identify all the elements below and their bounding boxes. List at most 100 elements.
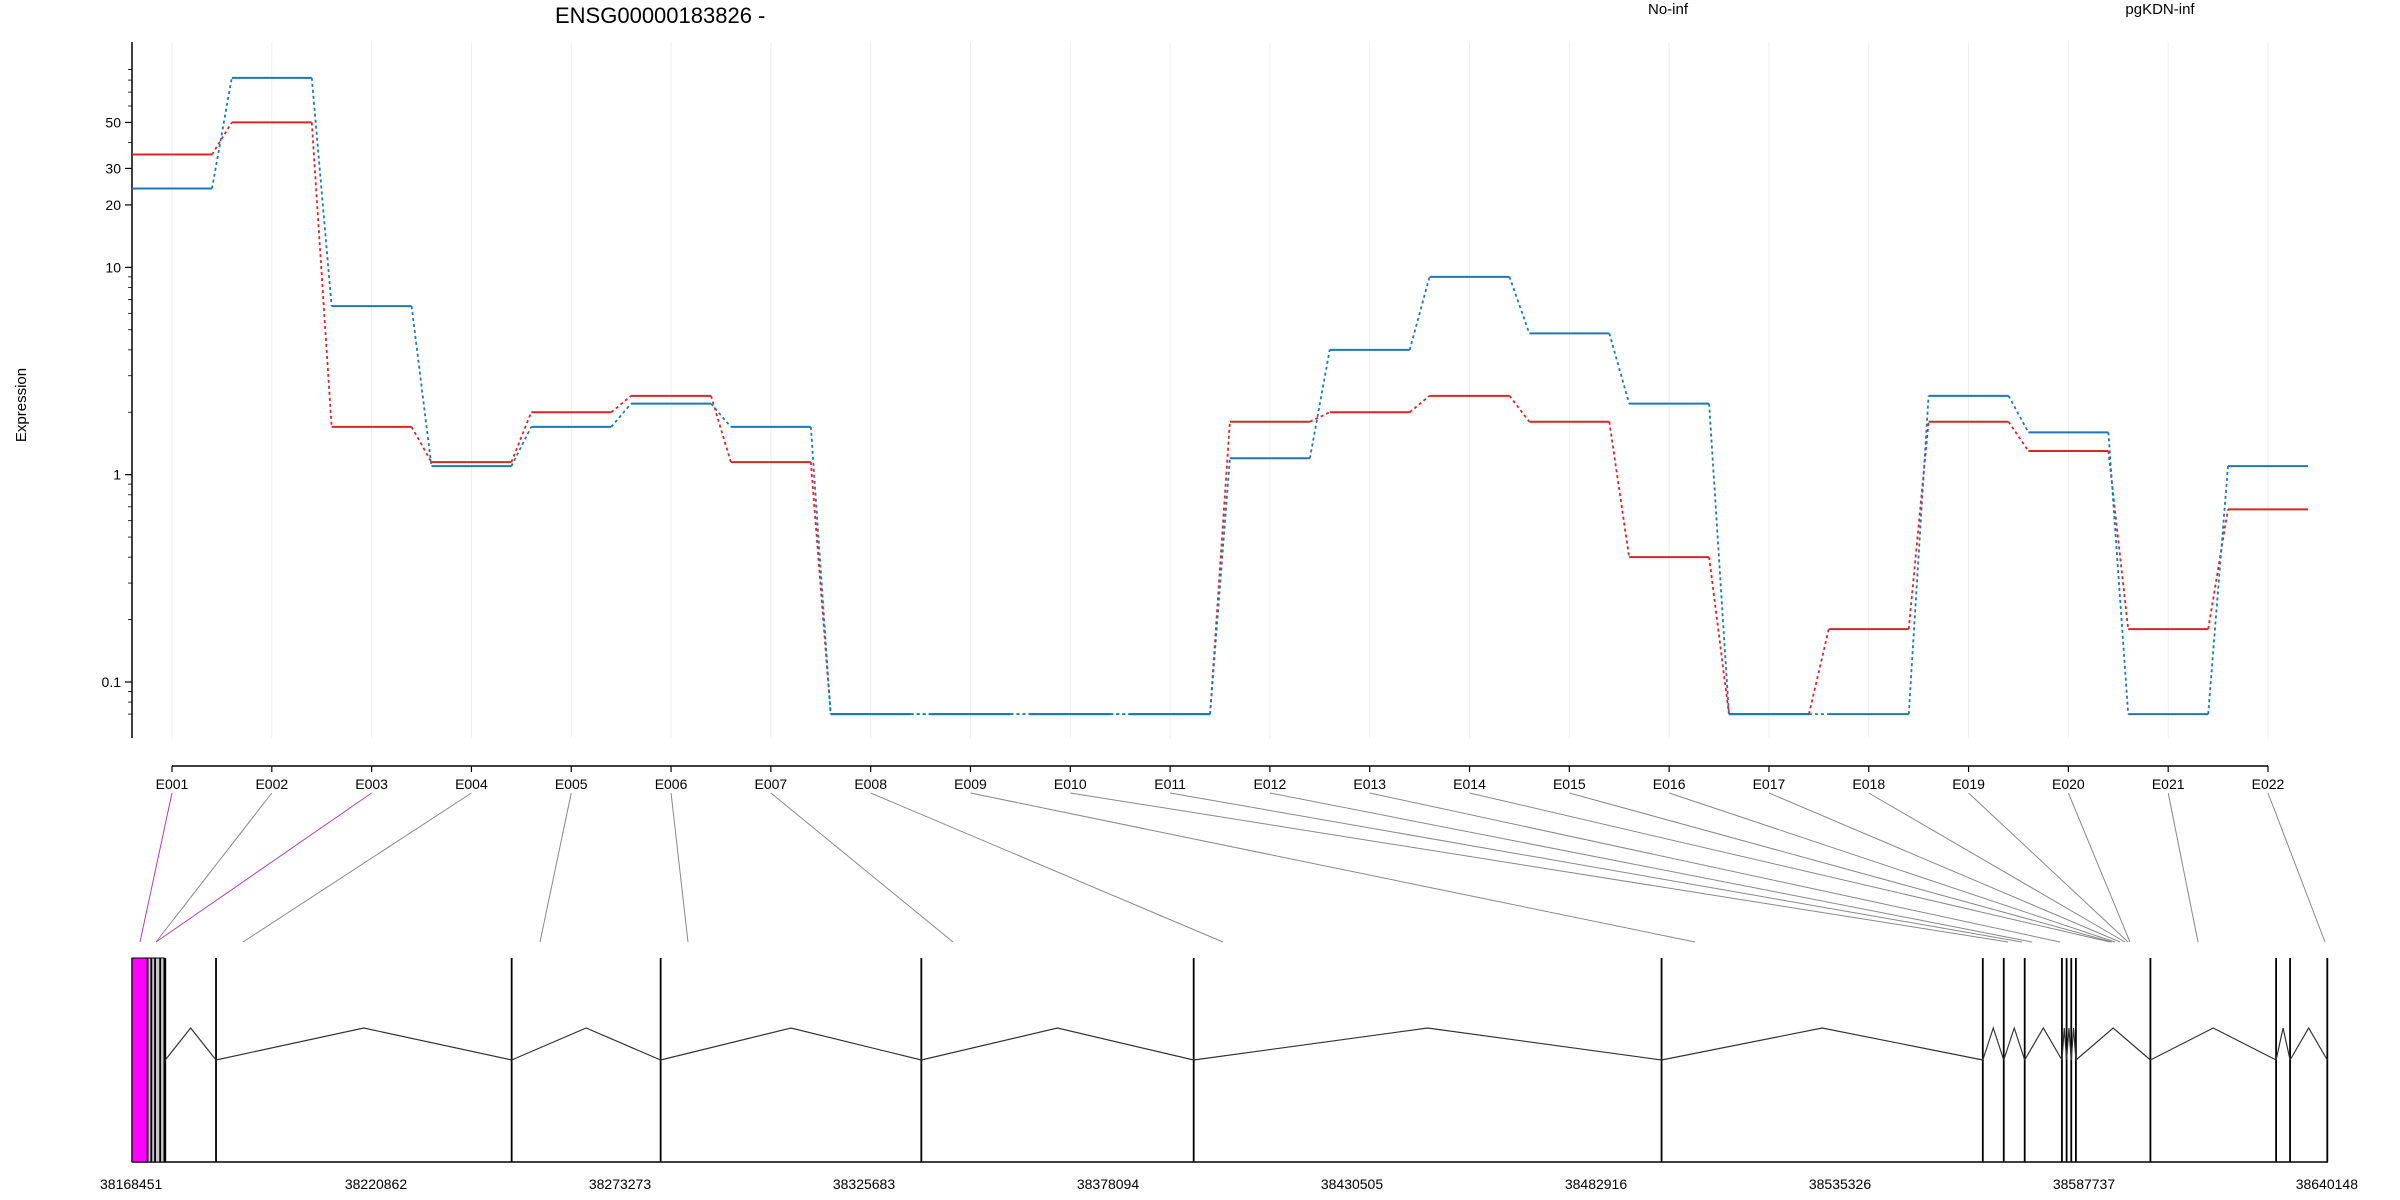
series-connector — [2207, 466, 2229, 715]
intron-line — [2150, 1027, 2277, 1061]
series-connector — [710, 403, 732, 428]
legend-pgkdn-inf: pgKDN-inf — [2125, 1, 2195, 18]
exon-connector — [242, 792, 472, 943]
intron-line — [660, 1027, 922, 1061]
chart-title: ENSG00000183826 - — [555, 3, 765, 28]
exon-highlight — [131, 957, 149, 1163]
exon-connector — [970, 792, 1696, 943]
x-tick-label: E011 — [1154, 776, 1186, 792]
x-tick-label: E020 — [2052, 776, 2085, 792]
x-tick-label: E001 — [156, 776, 189, 792]
series-connector — [211, 77, 233, 189]
genomic-tick-label: 38535326 — [1809, 1176, 1872, 1192]
exon-connector — [139, 792, 173, 943]
x-tick-label: E019 — [1952, 776, 1985, 792]
axes: 0.1 1 10 20 30 50 E001 E002 E003 E004 E005 E006 E007… — [102, 42, 2285, 792]
series-connector — [510, 411, 533, 463]
exon-block — [147, 957, 165, 1163]
series-connector — [2107, 432, 2130, 715]
y-tick-label: 50 — [105, 114, 121, 130]
y-tick-label: 0.1 — [102, 674, 122, 690]
series-connector — [211, 121, 233, 156]
x-tick-label: E017 — [1753, 776, 1786, 792]
series-connector — [1209, 458, 1231, 715]
x-tick-label: E013 — [1353, 776, 1386, 792]
genomic-tick-label: 38587737 — [2053, 1176, 2116, 1192]
y-tick-label: 20 — [105, 197, 121, 213]
y-tick-label: 30 — [105, 160, 121, 176]
intron-line — [2024, 1026, 2063, 1061]
series-connector — [1907, 421, 1930, 630]
series-no-inf — [132, 121, 2308, 716]
intron-line — [2066, 1027, 2072, 1061]
exon-connector — [770, 792, 954, 943]
intron-line — [2275, 1027, 2291, 1061]
series-connector — [1309, 411, 1331, 423]
exon-connector — [2067, 792, 2131, 943]
exon-connector — [1868, 792, 2126, 943]
x-tick-label: E016 — [1653, 776, 1686, 792]
series-connector — [410, 426, 433, 463]
exon-connectors — [139, 792, 2326, 943]
exon-connector — [1269, 792, 2033, 943]
series-connector — [2207, 509, 2229, 630]
series-pgkdn-inf — [132, 76, 2308, 716]
genomic-tick-label: 38378094 — [1077, 1176, 1140, 1192]
exon-connector — [2267, 792, 2326, 943]
series-connector — [310, 122, 333, 427]
intron-line — [511, 1027, 661, 1061]
intron-line — [2070, 1027, 2077, 1061]
series-connector — [1608, 421, 1631, 558]
intron-line — [1661, 1027, 1983, 1061]
y-axis-label: Expression — [13, 368, 30, 442]
x-tick-label: E022 — [2252, 776, 2285, 792]
genomic-tick-label: 38220862 — [345, 1176, 408, 1192]
series-connector — [510, 426, 533, 467]
series-connector — [310, 77, 333, 307]
grid — [171, 42, 2269, 738]
y-tick-label: 1 — [113, 467, 121, 483]
series-connector — [1309, 349, 1331, 459]
intron-line — [1193, 1027, 1662, 1061]
x-tick-label: E002 — [255, 776, 288, 792]
series-connector — [1808, 628, 1830, 715]
x-tick-label: E008 — [854, 776, 887, 792]
genomic-tick-label: 38325683 — [833, 1176, 896, 1192]
intron-line — [2061, 1027, 2068, 1061]
series-connector — [610, 403, 632, 428]
intron-line — [164, 1027, 217, 1061]
x-tick-label: E012 — [1254, 776, 1287, 792]
intron-line — [2003, 1026, 2026, 1061]
x-tick-label: E006 — [655, 776, 688, 792]
x-tick-label: E018 — [1852, 776, 1885, 792]
exon-connector — [1668, 792, 2116, 943]
series-connector — [1708, 557, 1730, 715]
intron-line — [921, 1027, 1194, 1061]
exon-connector — [1968, 792, 2129, 943]
series-connector — [1608, 333, 1631, 404]
series-connector — [2007, 421, 2030, 452]
exon-connector — [1768, 792, 2121, 943]
genomic-tick-label: 38273273 — [589, 1176, 652, 1192]
series-connector — [809, 462, 832, 715]
exon-connector — [155, 792, 372, 943]
exon-connector — [1469, 792, 2111, 943]
genomic-tick-label: 38482916 — [1565, 1176, 1628, 1192]
exon-connector — [1070, 792, 2009, 943]
x-tick-label: E009 — [954, 776, 987, 792]
exon-connector — [1569, 792, 2113, 943]
exon-connector — [155, 792, 273, 943]
series-connector — [2107, 450, 2130, 630]
series-connector — [809, 426, 832, 715]
exon-connector — [539, 792, 572, 943]
x-tick-label: E005 — [555, 776, 588, 792]
x-tick-label: E004 — [455, 776, 488, 792]
x-tick-label: E021 — [2152, 776, 2185, 792]
intron-line — [2289, 1026, 2328, 1061]
x-tick-label: E010 — [1054, 776, 1087, 792]
intron-line — [2075, 1027, 2151, 1061]
y-tick-label: 10 — [105, 259, 121, 275]
series-connector — [2007, 395, 2030, 433]
intron-line — [215, 1027, 512, 1061]
